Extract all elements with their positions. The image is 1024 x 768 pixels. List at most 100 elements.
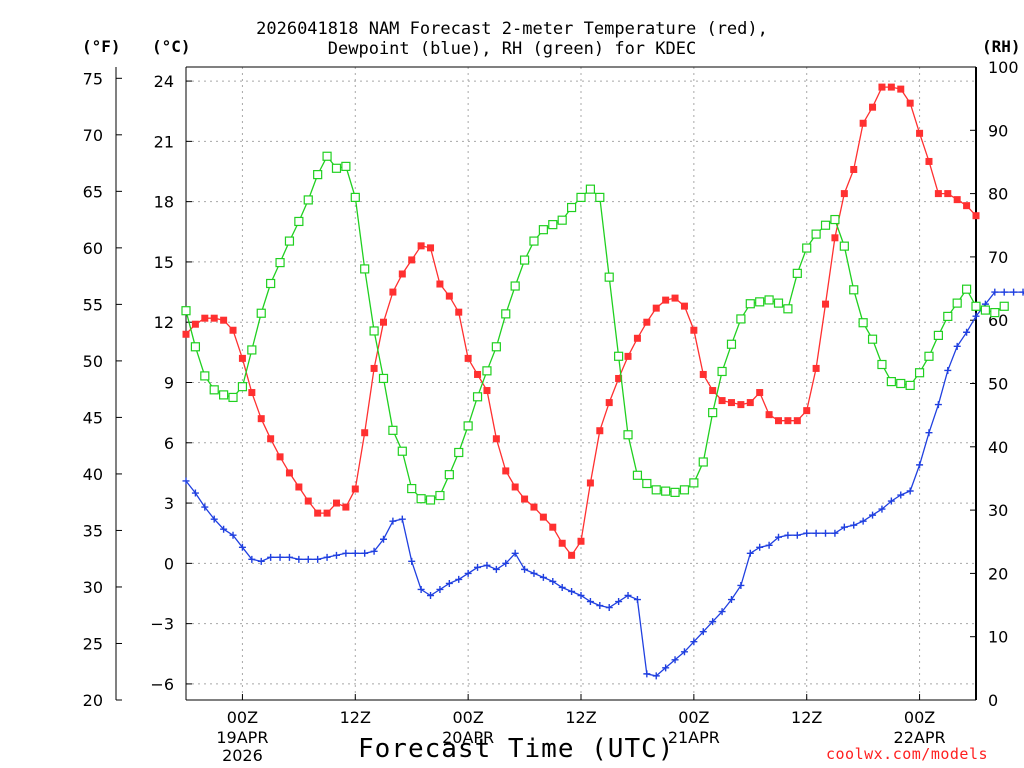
rh-marker [933, 330, 943, 340]
rh-marker [858, 318, 868, 328]
rh-marker [905, 380, 915, 390]
temperature-marker [737, 401, 745, 409]
rh-marker [190, 342, 201, 352]
rh-marker [802, 243, 812, 253]
celsius-tick-label: 21 [154, 132, 174, 151]
dewpoint-marker [295, 555, 303, 563]
x-tick-label: 00Z [227, 708, 258, 727]
temperature-marker [850, 165, 858, 173]
series-temperature [182, 83, 980, 559]
x-tick-date-label: 19APR [216, 728, 268, 747]
dewpoint-marker [492, 565, 500, 573]
temperature-marker [370, 364, 378, 372]
x-tick-date-label: 21APR [668, 728, 720, 747]
temperature-marker [963, 202, 971, 210]
temperature-marker [314, 509, 322, 517]
dewpoint-marker [332, 551, 340, 559]
chart-title-line-2: Dewpoint (blue), RH (green) for KDEC [327, 39, 697, 59]
temperature-marker [822, 300, 830, 308]
dewpoint-marker [596, 602, 604, 610]
dewpoint-marker [822, 529, 830, 537]
dewpoint-marker [238, 543, 246, 551]
x-tick-year-label: 2026 [222, 746, 263, 765]
dewpoint-marker [427, 592, 435, 600]
rh-marker [519, 255, 530, 265]
temperature-marker [521, 495, 529, 503]
dewpoint-marker [370, 547, 378, 555]
dewpoint-marker [285, 553, 293, 561]
dewpoint-marker [436, 585, 444, 593]
temperature-marker [897, 85, 905, 93]
temperature-marker [652, 304, 660, 312]
rh-marker [783, 304, 793, 314]
dewpoint-marker [916, 461, 924, 469]
dewpoint-marker [652, 672, 660, 680]
x-axis-title: Forecast Time (UTC) [358, 734, 675, 764]
rh-marker [924, 351, 934, 361]
dewpoint-marker [229, 531, 237, 539]
rh-marker [237, 382, 248, 392]
dewpoint-marker [1010, 288, 1018, 296]
fahrenheit-tick-label: 20 [83, 691, 103, 710]
dewpoint-marker [539, 573, 547, 581]
rh-marker [764, 295, 774, 305]
temperature-marker [624, 352, 632, 360]
dewpoint-marker [267, 553, 275, 561]
rh-marker [369, 326, 379, 336]
rh-marker [322, 151, 332, 161]
x-tick-label: 12Z [565, 708, 596, 727]
rh-tick-label: 30 [988, 501, 1008, 520]
temperature-marker [869, 103, 877, 111]
temperature-marker [182, 330, 190, 338]
series-rh [181, 151, 1009, 505]
celsius-tick-label: 6 [164, 434, 174, 453]
temperature-marker [756, 389, 764, 397]
rh-marker [538, 225, 548, 235]
dewpoint-marker [671, 656, 679, 664]
temperature-marker [220, 316, 228, 324]
rh-marker [980, 305, 991, 315]
temperature-marker [257, 415, 265, 423]
temperature-marker [596, 427, 604, 435]
temperature-marker [398, 270, 406, 278]
temperature-marker [455, 308, 463, 316]
dewpoint-marker [220, 525, 228, 533]
rh-marker [585, 184, 596, 194]
fahrenheit-tick-label: 65 [83, 182, 103, 201]
dewpoint-marker [850, 521, 858, 529]
rh-marker [698, 457, 708, 467]
dewpoint-marker [201, 503, 209, 511]
rh-marker [877, 359, 887, 370]
temperature-marker [925, 157, 933, 165]
dewpoint-marker [248, 555, 256, 563]
series-dewpoint [182, 288, 1024, 680]
dewpoint-marker [342, 549, 350, 557]
rh-marker [999, 301, 1009, 311]
dewpoint-marker [257, 557, 265, 565]
rh-marker [341, 161, 351, 171]
temperature-marker [323, 509, 331, 517]
rh-marker [604, 272, 614, 282]
temperature-marker [332, 499, 340, 507]
rh-marker [971, 301, 981, 311]
rh-marker [717, 366, 727, 377]
rh-marker [820, 220, 831, 230]
temperature-marker [267, 435, 275, 443]
temperature-marker [549, 523, 557, 531]
fahrenheit-axis-unit: (°F) [82, 37, 121, 56]
temperature-marker [605, 399, 613, 407]
rh-marker [219, 390, 229, 400]
rh-marker [566, 202, 577, 213]
rh-marker [256, 308, 266, 318]
rh-marker [228, 392, 238, 403]
x-tick-date-label: 20APR [442, 728, 494, 747]
fahrenheit-tick-label: 70 [83, 126, 103, 145]
rh-marker [952, 298, 962, 308]
temperature-marker [906, 99, 914, 107]
rh-marker [689, 478, 699, 488]
dewpoint-marker [323, 553, 331, 561]
temperature-marker [210, 314, 218, 322]
fahrenheit-tick-label: 50 [83, 352, 103, 371]
dewpoint-marker [887, 497, 895, 505]
dewpoint-marker [276, 553, 284, 561]
